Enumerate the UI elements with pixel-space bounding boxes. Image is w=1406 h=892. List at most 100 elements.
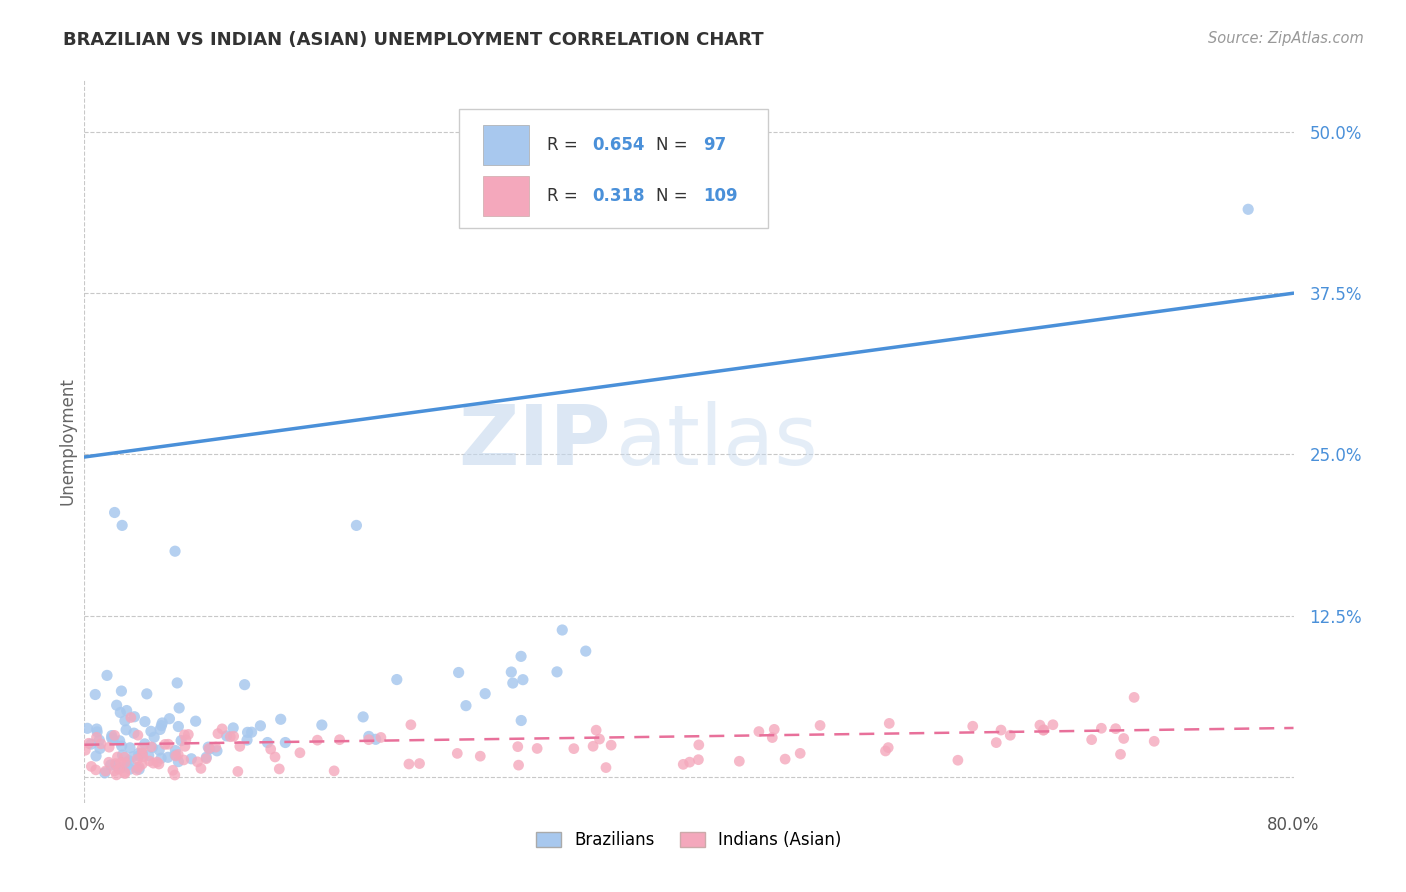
Point: [118, 740, 141, 755]
Point: [157, 737, 180, 751]
Point: [105, 758, 128, 772]
Point: [150, 715, 173, 730]
Point: [128, 746, 150, 760]
Point: [167, 701, 190, 715]
Point: [177, 727, 200, 741]
Text: 0.654: 0.654: [592, 136, 645, 154]
Point: [111, 518, 134, 533]
Point: [100, 731, 122, 745]
Point: [84, 763, 107, 777]
Point: [80, 737, 103, 751]
Point: [399, 718, 422, 732]
Text: ZIP: ZIP: [458, 401, 610, 482]
Point: [205, 744, 228, 758]
Point: [86, 722, 108, 736]
Point: [512, 673, 534, 687]
Point: [142, 756, 165, 771]
Point: [808, 718, 831, 732]
Point: [1032, 723, 1054, 737]
Point: [107, 762, 129, 776]
Point: [357, 732, 380, 747]
Point: [364, 732, 387, 747]
Point: [84, 748, 107, 763]
Point: [174, 732, 197, 747]
Point: [370, 731, 392, 745]
Point: [156, 750, 179, 764]
Point: [198, 741, 221, 756]
Point: [173, 728, 195, 742]
Point: [1143, 734, 1166, 748]
Point: [94, 765, 117, 780]
Point: [97, 756, 120, 770]
Point: [510, 649, 533, 664]
Point: [110, 706, 132, 720]
Point: [962, 719, 984, 733]
Point: [103, 728, 125, 742]
Point: [1237, 202, 1260, 217]
Point: [90, 737, 112, 751]
Point: [174, 739, 197, 754]
Point: [236, 725, 259, 739]
Text: R =: R =: [547, 187, 583, 205]
Point: [122, 749, 145, 764]
Point: [105, 698, 128, 713]
Point: [672, 757, 695, 772]
Point: [249, 719, 271, 733]
Point: [195, 752, 218, 766]
Point: [146, 755, 169, 769]
Point: [101, 733, 124, 747]
Point: [307, 733, 329, 747]
Point: [763, 723, 786, 737]
Point: [134, 714, 156, 729]
Point: [600, 738, 623, 752]
Point: [408, 756, 430, 771]
Point: [1123, 690, 1146, 705]
Point: [222, 729, 245, 743]
Point: [163, 768, 186, 782]
Point: [125, 763, 148, 777]
Point: [311, 718, 333, 732]
Point: [582, 739, 605, 754]
Point: [226, 764, 249, 779]
Point: [138, 754, 160, 768]
Point: [773, 752, 796, 766]
Point: [149, 723, 172, 737]
Point: [134, 737, 156, 751]
Point: [111, 739, 134, 753]
Point: [170, 733, 193, 747]
Text: 109: 109: [703, 187, 738, 205]
Y-axis label: Unemployment: Unemployment: [58, 377, 76, 506]
Point: [240, 725, 263, 739]
Point: [167, 719, 190, 733]
Point: [506, 739, 529, 754]
Point: [1109, 747, 1132, 762]
Point: [398, 757, 420, 772]
Point: [875, 744, 897, 758]
Point: [256, 735, 278, 749]
Point: [127, 728, 149, 742]
Point: [124, 710, 146, 724]
Point: [222, 721, 245, 735]
Point: [501, 665, 523, 679]
Point: [122, 726, 145, 740]
Point: [120, 710, 142, 724]
Point: [510, 714, 533, 728]
Point: [195, 750, 218, 764]
Text: 97: 97: [703, 136, 727, 154]
Point: [108, 733, 131, 747]
FancyBboxPatch shape: [460, 109, 768, 228]
Point: [789, 747, 811, 761]
Point: [207, 726, 229, 740]
Point: [688, 753, 710, 767]
Point: [96, 668, 118, 682]
Point: [150, 751, 173, 765]
Point: [470, 749, 492, 764]
Point: [352, 710, 374, 724]
Point: [236, 733, 259, 747]
Point: [688, 738, 710, 752]
Point: [107, 750, 129, 764]
Point: [162, 764, 184, 778]
Point: [1090, 721, 1112, 735]
Point: [125, 760, 148, 774]
Point: [114, 750, 136, 764]
